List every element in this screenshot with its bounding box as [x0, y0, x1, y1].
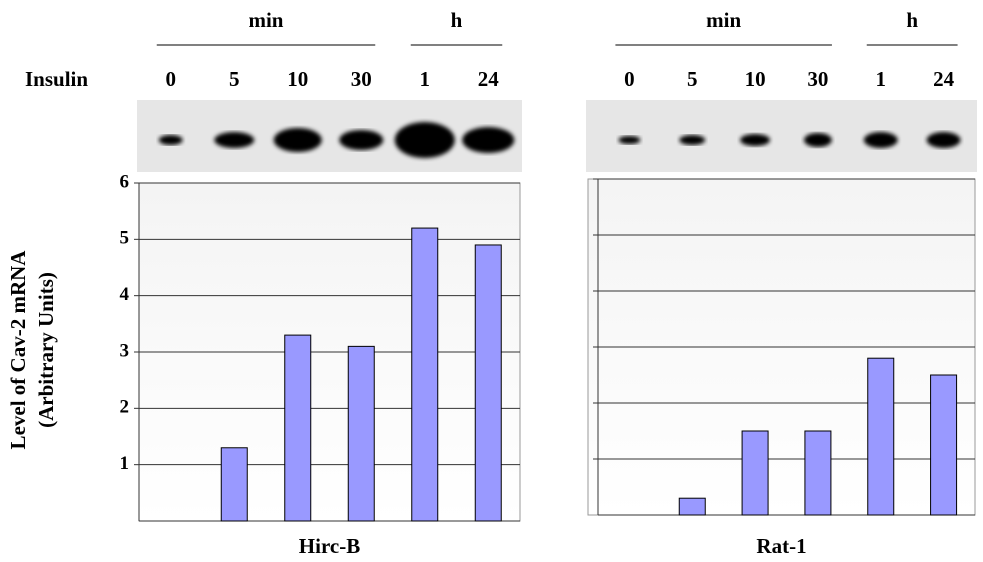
x-tick-label: 5 [229, 67, 240, 91]
x-tick-label: 5 [687, 67, 698, 91]
blot-band [159, 135, 183, 145]
blot-band [462, 127, 514, 153]
y-tick-label: 4 [120, 284, 130, 305]
x-tick-label: 24 [933, 67, 955, 91]
blot [586, 100, 977, 172]
y-tick-label: 2 [120, 397, 130, 418]
y-tick-label: 1 [120, 453, 130, 474]
bar [679, 498, 705, 515]
bar [221, 448, 247, 521]
chart-title: Hirc-B [299, 534, 360, 558]
group-label: min [248, 8, 283, 32]
blot-band [679, 135, 705, 145]
y-axis-label: (Arbitrary Units) [34, 272, 58, 428]
bar [285, 335, 311, 521]
blot-band [274, 128, 322, 152]
blot-band [864, 132, 898, 148]
blot-band [395, 122, 455, 158]
group-label: h [451, 8, 463, 32]
x-tick-label: 24 [478, 67, 500, 91]
x-tick-label: 1 [420, 67, 431, 91]
x-tick-label: 0 [166, 67, 177, 91]
x-tick-label: 30 [351, 67, 372, 91]
x-tick-label: 1 [876, 67, 887, 91]
bar [412, 228, 438, 521]
x-tick-label: 10 [287, 67, 308, 91]
x-tick-label: 10 [745, 67, 766, 91]
x-tick-label: 0 [624, 67, 635, 91]
bar [805, 431, 831, 515]
bar [475, 245, 501, 521]
y-tick-label: 5 [120, 228, 130, 249]
bar [348, 346, 374, 521]
figure: 123456051030min124hHirc-BInsulinLevel of… [0, 0, 983, 562]
x-tick-label: 30 [807, 67, 828, 91]
bar [742, 431, 768, 515]
group-label: min [706, 8, 741, 32]
y-axis-label: Level of Cav-2 mRNA [6, 250, 30, 450]
blot-band [339, 130, 383, 150]
blot-band [740, 134, 770, 146]
blot-band [214, 132, 254, 148]
group-label: h [906, 8, 918, 32]
row-label: Insulin [25, 67, 88, 91]
blot-band [804, 133, 832, 147]
bar [868, 358, 894, 515]
bar [931, 375, 957, 515]
blot-band [927, 132, 961, 148]
y-tick-label: 3 [120, 340, 130, 361]
chart-title: Rat-1 [756, 534, 806, 558]
blot-band [618, 136, 640, 144]
y-tick-label: 6 [120, 171, 130, 192]
